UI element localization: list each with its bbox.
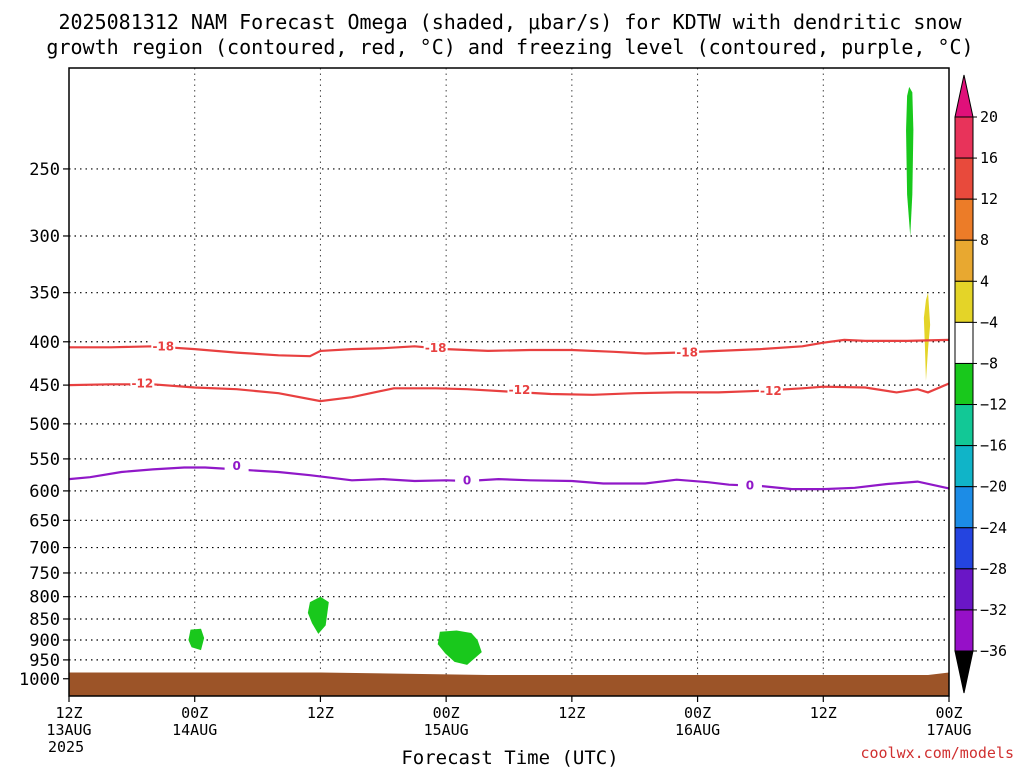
y-tick-label: 750 xyxy=(29,564,60,584)
contour-label: -18 xyxy=(152,339,174,353)
colorbar-swatch xyxy=(954,609,974,652)
colorbar-tick-label: −16 xyxy=(980,437,1007,455)
omega-shaded-area xyxy=(437,630,482,665)
x-axis-label: Forecast Time (UTC) xyxy=(401,747,618,768)
contour-label: -18 xyxy=(676,346,698,360)
colorbar-top-arrow xyxy=(954,74,974,118)
omega-shaded-area xyxy=(906,86,914,236)
contour-line xyxy=(69,338,950,358)
contour-label-background xyxy=(758,383,783,398)
colorbar-tick-label: 12 xyxy=(980,190,998,208)
contour-label-background xyxy=(224,459,249,474)
colorbar-swatch xyxy=(954,404,974,447)
x-tick-label: 12Z xyxy=(558,704,585,722)
x-tick-label: 2025 xyxy=(48,738,84,756)
colorbar-tick-label: 4 xyxy=(980,272,989,290)
x-tick-label: 00Z xyxy=(433,704,460,722)
y-tick-label: 450 xyxy=(29,376,60,396)
y-tick-label: 400 xyxy=(29,333,60,353)
y-tick-label: 300 xyxy=(29,227,60,247)
contour-line xyxy=(68,382,950,403)
contour-label-background xyxy=(130,376,155,391)
y-tick-label: 800 xyxy=(29,588,60,608)
colorbar-swatch xyxy=(954,280,974,323)
colorbar-tick-label: 8 xyxy=(980,231,989,249)
colorbar-swatch xyxy=(954,527,974,570)
chart-title-line-2: growth region (contoured, red, °C) and f… xyxy=(46,35,973,59)
x-tick-label: 17AUG xyxy=(926,721,971,739)
contour-label-background xyxy=(423,341,448,356)
plot-background xyxy=(69,68,949,696)
colorbar-tick-label: −28 xyxy=(980,560,1007,578)
contour-label-background xyxy=(455,473,480,488)
contour-label: 0 xyxy=(232,459,240,473)
x-tick-label: 00Z xyxy=(935,704,962,722)
colorbar-bottom-arrow xyxy=(954,650,974,694)
x-tick-label: 15AUG xyxy=(424,721,469,739)
colorbar-tick-label: −8 xyxy=(980,354,998,372)
contour-label-background xyxy=(737,478,762,493)
colorbar: 20 16 12 8 4 −4 −8 −12 −16 −20 −24 −28 −32 −36 xyxy=(954,74,1007,694)
surface-fill xyxy=(69,672,949,696)
omega-shaded-area xyxy=(188,628,205,651)
colorbar-swatch xyxy=(954,445,974,488)
colorbar-tick-label: −24 xyxy=(980,519,1007,537)
colorbar-tick-label: 16 xyxy=(980,149,998,167)
colorbar-swatch xyxy=(954,239,974,282)
y-tick-label: 650 xyxy=(29,511,60,531)
contour-label: -12 xyxy=(760,384,782,398)
y-tick-label: 950 xyxy=(29,651,60,671)
y-tick-label: 850 xyxy=(29,610,60,630)
colorbar-swatch xyxy=(954,321,974,364)
contour-label: -12 xyxy=(131,376,153,390)
colorbar-swatch xyxy=(954,198,974,241)
plot-frame xyxy=(68,67,950,697)
contour-label: -12 xyxy=(509,383,531,397)
axes: 2503003504004505005506006507007508008509… xyxy=(19,67,972,756)
contour-label-background xyxy=(507,382,532,397)
contour-label: 0 xyxy=(463,473,471,487)
colorbar-tick-label: −4 xyxy=(980,313,998,331)
x-tick-label: 12Z xyxy=(810,704,837,722)
omega-shaded-area xyxy=(307,596,329,634)
y-tick-label: 700 xyxy=(29,539,60,559)
x-tick-label: 13AUG xyxy=(46,721,91,739)
colorbar-tick-label: −12 xyxy=(980,396,1007,414)
colorbar-swatch xyxy=(954,486,974,529)
colorbar-swatch xyxy=(954,116,974,159)
colorbar-swatch xyxy=(954,362,974,406)
x-tick-label: 00Z xyxy=(684,704,711,722)
x-tick-label: 12Z xyxy=(55,704,82,722)
y-tick-label: 350 xyxy=(29,284,60,304)
colorbar-tick-label: 20 xyxy=(980,108,998,126)
contour-line xyxy=(68,466,950,491)
contour-label-background xyxy=(675,345,700,360)
x-tick-label: 12Z xyxy=(307,704,334,722)
colorbar-swatch xyxy=(954,568,974,611)
y-tick-label: 250 xyxy=(29,160,60,180)
x-tick-label: 16AUG xyxy=(675,721,720,739)
y-tick-label: 1000 xyxy=(19,670,60,690)
plot-area: -18 -18 -18 -12 -12 -12 0 0 0 xyxy=(68,68,950,696)
site-credit: coolwx.com/models xyxy=(860,744,1014,762)
y-tick-label: 500 xyxy=(29,415,60,435)
y-tick-label: 550 xyxy=(29,450,60,470)
colorbar-swatch xyxy=(954,157,974,200)
y-tick-label: 600 xyxy=(29,482,60,502)
contour-label: -18 xyxy=(425,341,447,355)
colorbar-tick-label: −20 xyxy=(980,478,1007,496)
colorbar-tick-label: −32 xyxy=(980,601,1007,619)
chart-title-line-1: 2025081312 NAM Forecast Omega (shaded, μ… xyxy=(58,10,962,34)
y-tick-label: 900 xyxy=(29,631,60,651)
contour-label-background xyxy=(151,339,176,354)
x-tick-label: 00Z xyxy=(181,704,208,722)
colorbar-tick-label: −36 xyxy=(980,642,1007,660)
omega-shaded-area xyxy=(923,292,931,381)
contour-label: 0 xyxy=(746,478,754,492)
x-tick-label: 14AUG xyxy=(172,721,217,739)
